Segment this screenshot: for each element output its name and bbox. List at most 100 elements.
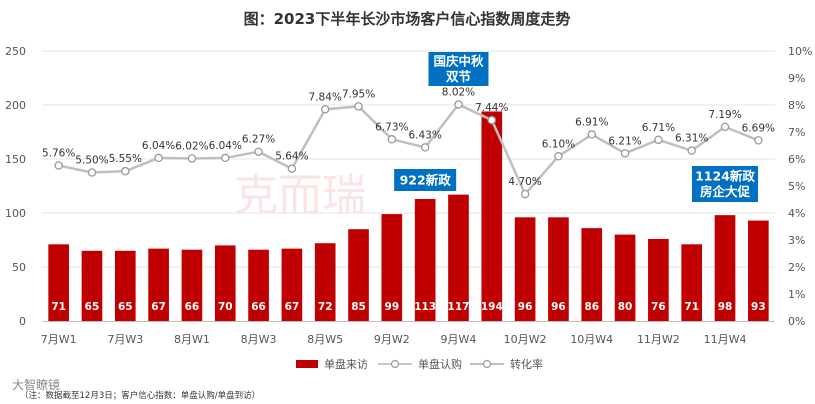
bar — [681, 244, 703, 321]
x-tick-label: 8月W5 — [307, 333, 343, 346]
line-series: 5.76%5.50% 5.55%6.04% 6.02% 6.04%6.27%5.64%… — [42, 86, 775, 199]
bar-value-label: 67 — [285, 301, 300, 313]
legend-swatch-marker — [390, 359, 400, 369]
rate-line — [58, 102, 759, 197]
callout-label: 922新政 — [400, 172, 452, 187]
y-right-tick-label: 3% — [788, 234, 805, 247]
y-left-tick-label: 100 — [5, 207, 26, 220]
rate-point — [320, 105, 330, 114]
y-right-tick-label: 7% — [788, 126, 805, 139]
rate-point — [387, 135, 397, 144]
bar-series: 71 65 65 67 66 70 66 67 72 85 99 113 117 194 96 96 86 80 7… — [48, 111, 769, 321]
y-right-tick-label: 8% — [788, 99, 805, 112]
rate-point — [654, 135, 663, 145]
bar — [148, 248, 169, 321]
bar — [514, 217, 536, 321]
x-tick-label: 10月W4 — [570, 333, 613, 346]
rate-point — [87, 168, 97, 177]
rate-label: 6.71% — [642, 122, 675, 134]
axes: 0 50 100 150 200 250 0% 1% 2% 3% 4% 5% 6% 7% 8% 9% 10% 7月… — [5, 45, 812, 346]
rate-point — [454, 100, 463, 109]
y-right-tick-label: 2% — [788, 261, 805, 274]
rate-label: 6.04% — [142, 140, 175, 152]
bar — [448, 194, 469, 321]
x-tick-label: 8月W3 — [241, 333, 277, 346]
legend-label: 单盘来访 — [324, 357, 368, 371]
bar-value-label: 99 — [385, 301, 400, 313]
legend: 单盘来访 单盘认购 转化率 — [296, 357, 543, 371]
rate-label: 6.73% — [375, 121, 408, 133]
rate-label: 6.10% — [542, 138, 575, 150]
bar — [81, 250, 103, 321]
footnote: （注：数据截至12月3日；客户信心指数：单盘认购/单盘到访） — [20, 390, 260, 401]
bar-value-label: 71 — [684, 301, 699, 313]
callout-background — [394, 169, 457, 191]
bar — [314, 243, 336, 321]
chart-title: 图：2023下半年长沙市场客户信心指数周度走势 — [244, 10, 571, 28]
bar-value-label: 86 — [584, 301, 599, 313]
bar — [748, 220, 769, 321]
x-tick-label: 11月W2 — [637, 333, 680, 346]
y-left-tick-label: 250 — [5, 45, 26, 58]
gridlines — [42, 50, 775, 268]
rate-label: 6.04% — [209, 140, 242, 152]
y-right-tick-label: 10% — [788, 45, 812, 58]
y-left-tick-label: 0 — [19, 315, 26, 328]
rate-point — [420, 143, 430, 152]
legend-label: 转化率 — [510, 357, 543, 371]
legend-label: 单盘认购 — [418, 357, 462, 371]
bar — [114, 250, 136, 321]
y-right-tick-label: 9% — [788, 72, 805, 85]
rate-label: 7.84% — [309, 91, 342, 103]
callout-background — [428, 52, 489, 86]
bar — [581, 228, 603, 321]
bar-value-label: 194 — [481, 301, 503, 313]
bar-value-label: 93 — [751, 301, 766, 313]
bar — [414, 198, 436, 321]
bar — [548, 217, 569, 321]
rate-label: 5.55% — [109, 153, 142, 165]
rate-label: 6.43% — [408, 129, 441, 141]
bar-value-label: 85 — [351, 301, 366, 313]
x-tick-label: 7月W1 — [41, 333, 77, 346]
bar — [614, 234, 636, 321]
bar-value-label: 96 — [551, 301, 566, 313]
rate-point — [254, 147, 263, 156]
rate-label: 5.76% — [42, 147, 75, 159]
legend-swatch-bar — [296, 360, 318, 368]
rate-label: 7.95% — [342, 88, 375, 100]
rate-label: 5.50% — [75, 155, 108, 167]
rate-point — [487, 115, 497, 125]
bar — [281, 248, 303, 321]
bar-value-label: 113 — [414, 301, 436, 313]
rate-label: 8.02% — [442, 86, 475, 98]
rate-label: 5.64% — [275, 151, 308, 163]
rate-point — [187, 154, 197, 163]
rate-point — [720, 122, 730, 132]
rate-label: 6.21% — [608, 135, 641, 147]
x-tick-label: 11月W4 — [704, 333, 747, 346]
bar-value-label: 80 — [618, 301, 633, 313]
bar-value-label: 70 — [218, 301, 233, 313]
bar — [481, 111, 503, 321]
rate-point — [154, 153, 163, 163]
bar-value-label: 76 — [651, 301, 666, 313]
bar-value-label: 72 — [318, 301, 333, 313]
y-left-tick-label: 50 — [12, 261, 26, 274]
rate-point — [220, 153, 230, 163]
rate-point — [121, 166, 130, 176]
bar-value-label: 66 — [251, 301, 266, 313]
x-tick-label: 9月W2 — [374, 333, 410, 346]
rate-label: 6.69% — [742, 122, 775, 134]
bar — [214, 245, 236, 321]
callout-box: 922新政 — [394, 169, 457, 191]
bar-value-label: 98 — [718, 301, 733, 313]
rate-point — [687, 146, 696, 155]
bar — [714, 215, 736, 321]
callout-label: 双节 — [445, 69, 472, 84]
y-right-tick-label: 1% — [788, 288, 805, 301]
bar-value-label: 66 — [185, 301, 200, 313]
